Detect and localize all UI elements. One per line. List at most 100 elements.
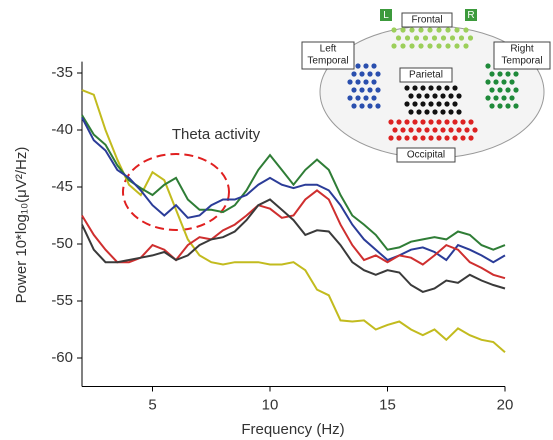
electrode <box>412 85 418 91</box>
electrode <box>444 101 450 107</box>
occipital-label: Occipital <box>407 150 445 161</box>
electrode <box>412 101 418 107</box>
electrode <box>505 87 511 93</box>
electrode <box>367 87 373 93</box>
electrode <box>452 119 458 125</box>
electrode <box>454 43 460 49</box>
electrode <box>418 43 424 49</box>
electrode <box>409 27 415 33</box>
electrode <box>449 35 456 41</box>
electrode <box>413 35 420 41</box>
electrode <box>460 135 466 141</box>
electrode <box>412 119 418 125</box>
electrode <box>404 119 410 125</box>
electrode <box>440 35 447 41</box>
electrode <box>448 109 454 115</box>
electrode <box>404 101 410 107</box>
electrode <box>371 95 377 101</box>
electrode <box>418 27 424 33</box>
electrode <box>440 109 446 115</box>
electrode <box>347 95 353 101</box>
electrode <box>444 119 450 125</box>
electrode <box>489 71 495 77</box>
electrode <box>391 27 397 33</box>
y-tick-label: -45 <box>51 178 73 195</box>
electrode <box>505 71 511 77</box>
electrode <box>371 63 377 69</box>
electrode <box>440 127 446 133</box>
electrode <box>388 119 394 125</box>
electrode <box>347 79 353 85</box>
x-tick-label: 5 <box>148 396 156 413</box>
electrode <box>400 43 406 49</box>
electrode <box>416 109 422 115</box>
electrode <box>420 119 426 125</box>
right-marker-box <box>465 9 477 21</box>
occipital-box <box>396 147 456 163</box>
electrode <box>408 93 414 99</box>
electrode <box>489 87 495 93</box>
electrode <box>400 27 406 33</box>
electrode <box>351 87 357 93</box>
electrode <box>363 63 369 69</box>
electrode <box>444 85 450 91</box>
electrode <box>424 109 430 115</box>
electrode <box>420 101 426 107</box>
electrode <box>424 127 430 133</box>
electrode <box>375 103 381 109</box>
electrode <box>468 119 474 125</box>
left-temporal-box <box>301 41 355 70</box>
electrode <box>444 135 450 141</box>
electrode <box>432 109 438 115</box>
right-temporal-box <box>493 41 551 70</box>
frontal-label: Frontal <box>411 15 442 26</box>
electrode <box>428 135 434 141</box>
electrode <box>472 127 478 133</box>
electrode <box>489 103 495 109</box>
right-temporal-label: Right <box>510 44 534 55</box>
electrode <box>497 87 503 93</box>
electrode <box>436 43 442 49</box>
electrode <box>422 35 429 41</box>
electrode <box>485 95 491 101</box>
electrode <box>467 35 474 41</box>
electrode <box>404 135 410 141</box>
electrode <box>448 127 454 133</box>
x-axis-label: Frequency (Hz) <box>241 421 344 438</box>
electrode <box>392 127 398 133</box>
electrode <box>395 35 402 41</box>
electrode <box>436 101 442 107</box>
electrode <box>396 119 402 125</box>
electrode <box>501 95 507 101</box>
electrode <box>375 87 381 93</box>
electrode <box>355 79 361 85</box>
series-line <box>81 89 506 354</box>
electrode <box>456 109 462 115</box>
electrode <box>463 27 469 33</box>
electrode <box>456 93 462 99</box>
electrode <box>367 71 373 77</box>
electrode <box>458 35 465 41</box>
electrode <box>432 127 438 133</box>
electrode <box>391 43 397 49</box>
electrode <box>513 71 519 77</box>
electrode <box>505 103 511 109</box>
electrode <box>485 79 491 85</box>
electrode <box>371 79 377 85</box>
electrode <box>412 135 418 141</box>
x-tick-label: 20 <box>497 396 514 413</box>
electrode <box>404 85 410 91</box>
electrode <box>363 79 369 85</box>
electrode <box>420 135 426 141</box>
annotation: Theta activity <box>172 126 261 143</box>
electrode <box>456 127 462 133</box>
electrode <box>416 127 422 133</box>
electrode <box>428 85 434 91</box>
theta-highlight <box>122 153 230 231</box>
y-tick-label: -40 <box>51 121 73 138</box>
electrode <box>409 43 415 49</box>
electrode <box>501 79 507 85</box>
left-marker-box <box>380 9 392 21</box>
frontal-box <box>401 12 453 28</box>
electrode <box>359 103 365 109</box>
